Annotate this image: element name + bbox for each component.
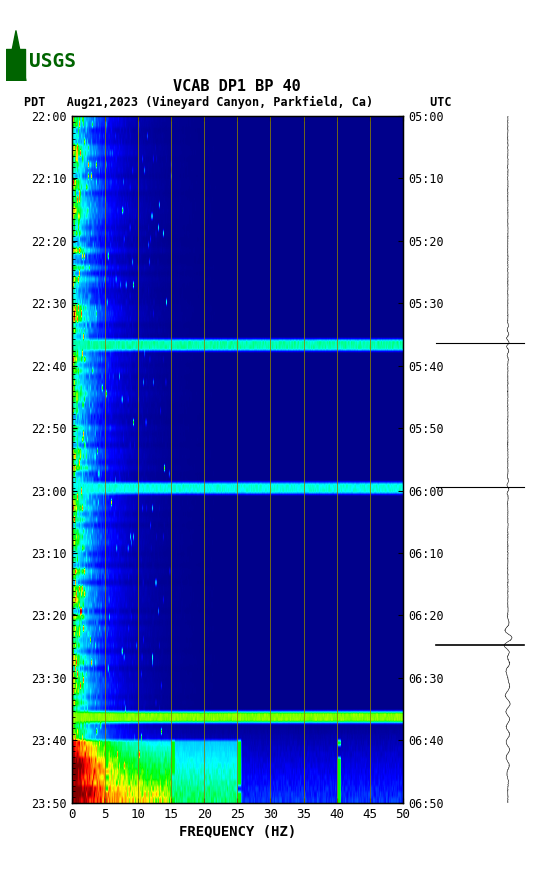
Text: PDT   Aug21,2023 (Vineyard Canyon, Parkfield, Ca)        UTC: PDT Aug21,2023 (Vineyard Canyon, Parkfie… xyxy=(24,95,451,109)
Text: VCAB DP1 BP 40: VCAB DP1 BP 40 xyxy=(173,78,301,94)
Text: USGS: USGS xyxy=(29,52,76,71)
X-axis label: FREQUENCY (HZ): FREQUENCY (HZ) xyxy=(179,825,296,838)
